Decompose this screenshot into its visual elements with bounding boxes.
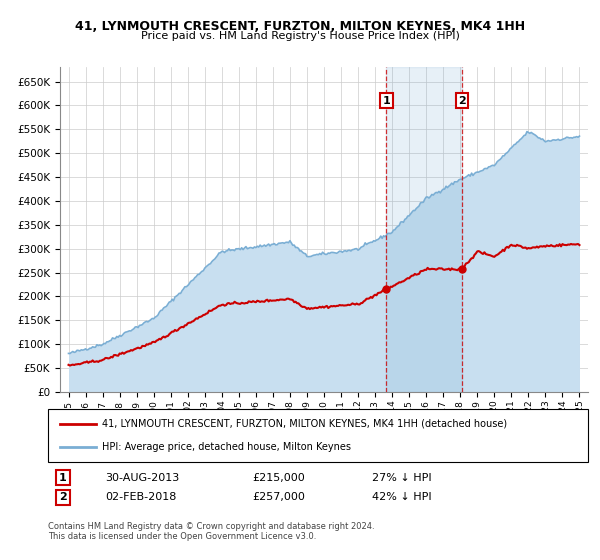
- Text: 02-FEB-2018: 02-FEB-2018: [105, 492, 176, 502]
- Text: 30-AUG-2013: 30-AUG-2013: [105, 473, 179, 483]
- Text: 41, LYNMOUTH CRESCENT, FURZTON, MILTON KEYNES, MK4 1HH (detached house): 41, LYNMOUTH CRESCENT, FURZTON, MILTON K…: [102, 419, 507, 429]
- Text: 27% ↓ HPI: 27% ↓ HPI: [372, 473, 431, 483]
- Text: £257,000: £257,000: [252, 492, 305, 502]
- Text: 1: 1: [59, 473, 67, 483]
- Text: Price paid vs. HM Land Registry's House Price Index (HPI): Price paid vs. HM Land Registry's House …: [140, 31, 460, 41]
- Text: 1: 1: [383, 96, 391, 106]
- Text: 41, LYNMOUTH CRESCENT, FURZTON, MILTON KEYNES, MK4 1HH: 41, LYNMOUTH CRESCENT, FURZTON, MILTON K…: [75, 20, 525, 32]
- Text: 42% ↓ HPI: 42% ↓ HPI: [372, 492, 431, 502]
- Text: £215,000: £215,000: [252, 473, 305, 483]
- Text: 2: 2: [458, 96, 466, 106]
- Text: 2: 2: [59, 492, 67, 502]
- Bar: [386, 67, 461, 392]
- Text: Contains HM Land Registry data © Crown copyright and database right 2024.
This d: Contains HM Land Registry data © Crown c…: [48, 522, 374, 542]
- Text: HPI: Average price, detached house, Milton Keynes: HPI: Average price, detached house, Milt…: [102, 442, 351, 452]
